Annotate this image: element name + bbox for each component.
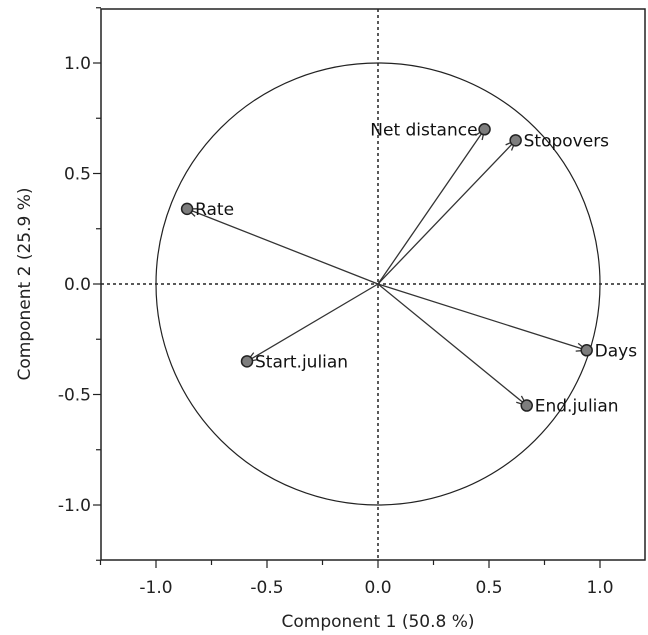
- y-tick-label: 0.0: [64, 275, 91, 295]
- loading-point-days: [580, 344, 593, 357]
- loading-point-end-julian: [520, 399, 533, 412]
- loading-vector-stopovers: [377, 139, 517, 285]
- x-tick-label: 0.5: [475, 578, 502, 598]
- x-tick-label: 0.0: [364, 578, 391, 598]
- y-tick-label: 1.0: [64, 54, 91, 74]
- y-tick-label: 0.5: [64, 165, 91, 185]
- y-axis-title: Component 2 (25.9 %): [15, 188, 35, 381]
- x-tick-label: 1.0: [586, 578, 613, 598]
- x-axis-title: Component 1 (50.8 %): [282, 612, 475, 632]
- point-label-days: Days: [595, 341, 638, 361]
- loading-vector-days: [377, 283, 587, 351]
- x-tick-label: -0.5: [250, 578, 283, 598]
- loading-vector-start-julian: [246, 283, 379, 362]
- loading-vector-end-julian: [377, 283, 528, 407]
- point-label-start-julian: Start.julian: [255, 352, 348, 372]
- y-tick-label: -1.0: [58, 496, 91, 516]
- point-label-net-distance: Net distance: [370, 120, 477, 140]
- x-tick-label: -1.0: [139, 578, 172, 598]
- loading-point-stopovers: [509, 134, 522, 147]
- point-label-stopovers: Stopovers: [524, 131, 610, 151]
- loading-vector-net-distance: [377, 128, 486, 285]
- point-label-rate: Rate: [195, 200, 234, 220]
- y-tick-label: -0.5: [58, 386, 91, 406]
- loading-vector-rate: [186, 208, 379, 285]
- loading-point-rate: [180, 202, 194, 216]
- loading-point-net-distance: [478, 123, 491, 136]
- point-label-end-julian: End.julian: [535, 397, 619, 417]
- loading-point-start-julian: [240, 355, 254, 368]
